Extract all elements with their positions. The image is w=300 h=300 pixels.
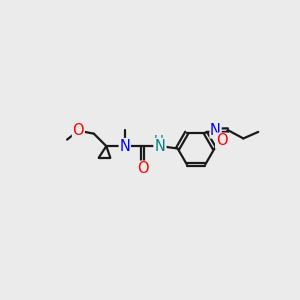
- Text: N: N: [210, 123, 221, 138]
- Text: H: H: [154, 134, 164, 147]
- Text: O: O: [216, 133, 227, 148]
- Text: N: N: [155, 139, 166, 154]
- Text: N: N: [119, 139, 130, 154]
- Text: O: O: [137, 161, 148, 176]
- Text: O: O: [73, 123, 84, 138]
